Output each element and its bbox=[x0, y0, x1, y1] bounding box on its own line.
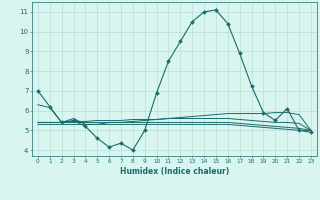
X-axis label: Humidex (Indice chaleur): Humidex (Indice chaleur) bbox=[120, 167, 229, 176]
